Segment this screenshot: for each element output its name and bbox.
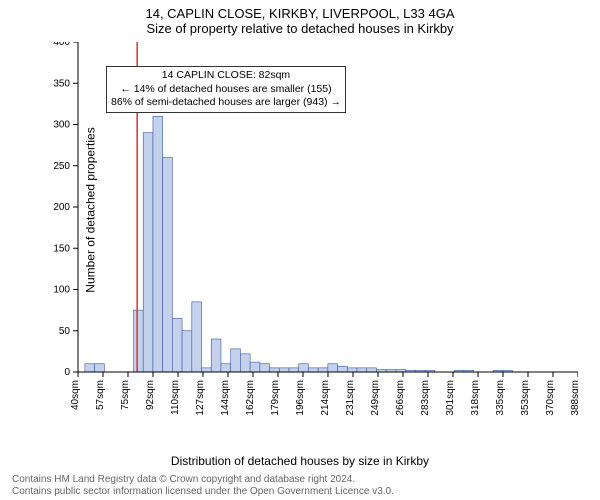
svg-text:370sqm: 370sqm [545, 380, 556, 416]
svg-text:283sqm: 283sqm [420, 380, 431, 416]
svg-text:318sqm: 318sqm [470, 380, 481, 416]
annotation-line-1: 14 CAPLIN CLOSE: 82sqm [111, 69, 341, 83]
svg-text:301sqm: 301sqm [445, 380, 456, 416]
svg-text:388sqm: 388sqm [570, 380, 578, 416]
svg-text:250: 250 [53, 161, 70, 172]
svg-text:196sqm: 196sqm [295, 380, 306, 416]
y-axis-label: Number of detached properties [84, 127, 98, 292]
x-axis-label: Distribution of detached houses by size … [0, 454, 600, 468]
title-sub: Size of property relative to detached ho… [0, 21, 600, 36]
svg-text:100: 100 [53, 285, 70, 296]
footnote: Contains HM Land Registry data © Crown c… [12, 474, 394, 498]
svg-text:57sqm: 57sqm [95, 380, 106, 410]
svg-text:127sqm: 127sqm [195, 380, 206, 416]
annotation-line-2: ← 14% of detached houses are smaller (15… [111, 83, 341, 97]
svg-text:75sqm: 75sqm [120, 380, 131, 410]
footnote-line-2: Contains public sector information licen… [12, 486, 394, 498]
svg-text:266sqm: 266sqm [395, 380, 406, 416]
svg-text:400: 400 [53, 42, 70, 48]
svg-text:144sqm: 144sqm [220, 380, 231, 416]
annotation-line-3: 86% of semi-detached houses are larger (… [111, 96, 341, 110]
svg-text:300: 300 [53, 120, 70, 131]
svg-text:350: 350 [53, 78, 70, 89]
svg-text:200: 200 [53, 202, 70, 213]
chart-container: 0 50 100 150 200 250 300 350 400 40sqm 57sqm 75sqm 9… [48, 42, 578, 422]
svg-text:92sqm: 92sqm [145, 380, 156, 410]
title-main: 14, CAPLIN CLOSE, KIRKBY, LIVERPOOL, L33… [0, 0, 600, 21]
svg-text:50: 50 [59, 326, 71, 337]
svg-text:110sqm: 110sqm [170, 380, 181, 415]
svg-text:214sqm: 214sqm [320, 380, 331, 416]
svg-text:40sqm: 40sqm [70, 380, 81, 410]
svg-text:0: 0 [64, 367, 70, 378]
svg-text:353sqm: 353sqm [520, 380, 531, 416]
svg-text:249sqm: 249sqm [370, 380, 381, 416]
footnote-line-1: Contains HM Land Registry data © Crown c… [12, 474, 394, 486]
annotation-box: 14 CAPLIN CLOSE: 82sqm ← 14% of detached… [106, 66, 346, 113]
svg-text:179sqm: 179sqm [270, 380, 281, 416]
svg-text:231sqm: 231sqm [345, 380, 356, 416]
svg-text:150: 150 [53, 243, 70, 254]
svg-text:335sqm: 335sqm [495, 380, 506, 416]
svg-text:162sqm: 162sqm [245, 380, 256, 416]
